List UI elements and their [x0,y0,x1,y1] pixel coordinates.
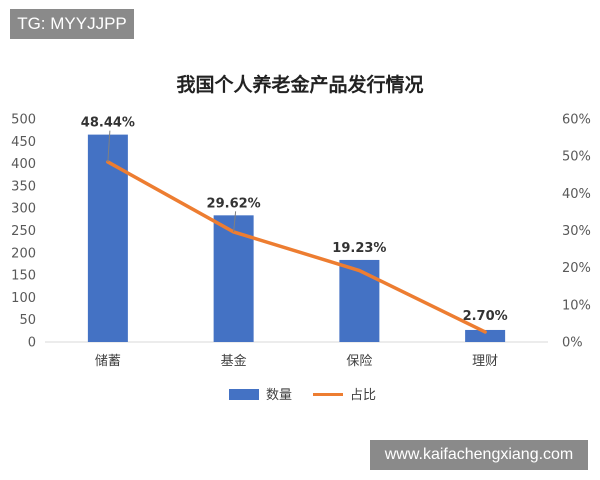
data-label-leader [107,130,111,162]
data-label: 29.62% [207,196,261,211]
legend-label-bar: 数量 [266,388,292,403]
data-label: 48.44% [81,116,135,131]
data-label-leader [233,211,237,232]
y-left-tick-label: 450 [11,135,36,150]
y-right-tick-label: 50% [562,150,591,165]
bar [87,134,128,342]
y-left-tick-label: 150 [11,269,36,284]
line-point [357,269,361,273]
axes: 0 50 100 150 200 250 300 350 400 450 500 0% 10% 20% 30… [11,113,591,370]
y-right-tick-label: 20% [562,261,591,276]
y-right-tick-label: 40% [562,187,591,202]
legend: 数量 占比 [229,388,376,403]
bar [213,215,254,342]
watermark-bottom-right: www.kaifachengxiang.com [370,440,588,470]
y-left-tick-label: 350 [11,179,36,194]
y-right-tick-label: 30% [562,224,591,239]
data-label: 2.70% [463,309,508,324]
line-series [106,160,487,334]
line-path [106,160,487,334]
y-left-tick-label: 300 [11,202,36,217]
data-labels: 48.44% 29.62% 19.23% 2.70% [81,116,508,324]
y-left-tick-label: 500 [11,113,36,128]
y-right-tick-label: 60% [562,113,591,128]
x-tick-label: 理财 [472,354,498,369]
data-label: 19.23% [332,241,386,256]
y-left-tick-label: 0 [28,336,36,351]
y-left-tick-label: 100 [11,291,36,306]
y-left-tick-label: 200 [11,246,36,261]
chart-title: 我国个人养老金产品发行情况 [176,73,423,96]
y-left-tick-label: 400 [11,157,36,172]
bars [87,134,506,342]
watermark-top-left: TG: MYYJJPP [10,9,134,39]
bar [339,259,380,342]
bar [465,329,506,342]
line-point [483,330,487,334]
x-tick-label: 保险 [346,354,372,369]
legend-label-line: 占比 [350,388,376,403]
y-left-tick-label: 250 [11,224,36,239]
x-tick-label: 储蓄 [95,354,121,369]
y-right-tick-label: 10% [562,298,591,313]
y-left-tick-label: 50 [19,313,36,328]
x-tick-label: 基金 [221,353,247,369]
legend-swatch-bar [229,389,259,400]
y-right-tick-label: 0% [562,336,583,351]
